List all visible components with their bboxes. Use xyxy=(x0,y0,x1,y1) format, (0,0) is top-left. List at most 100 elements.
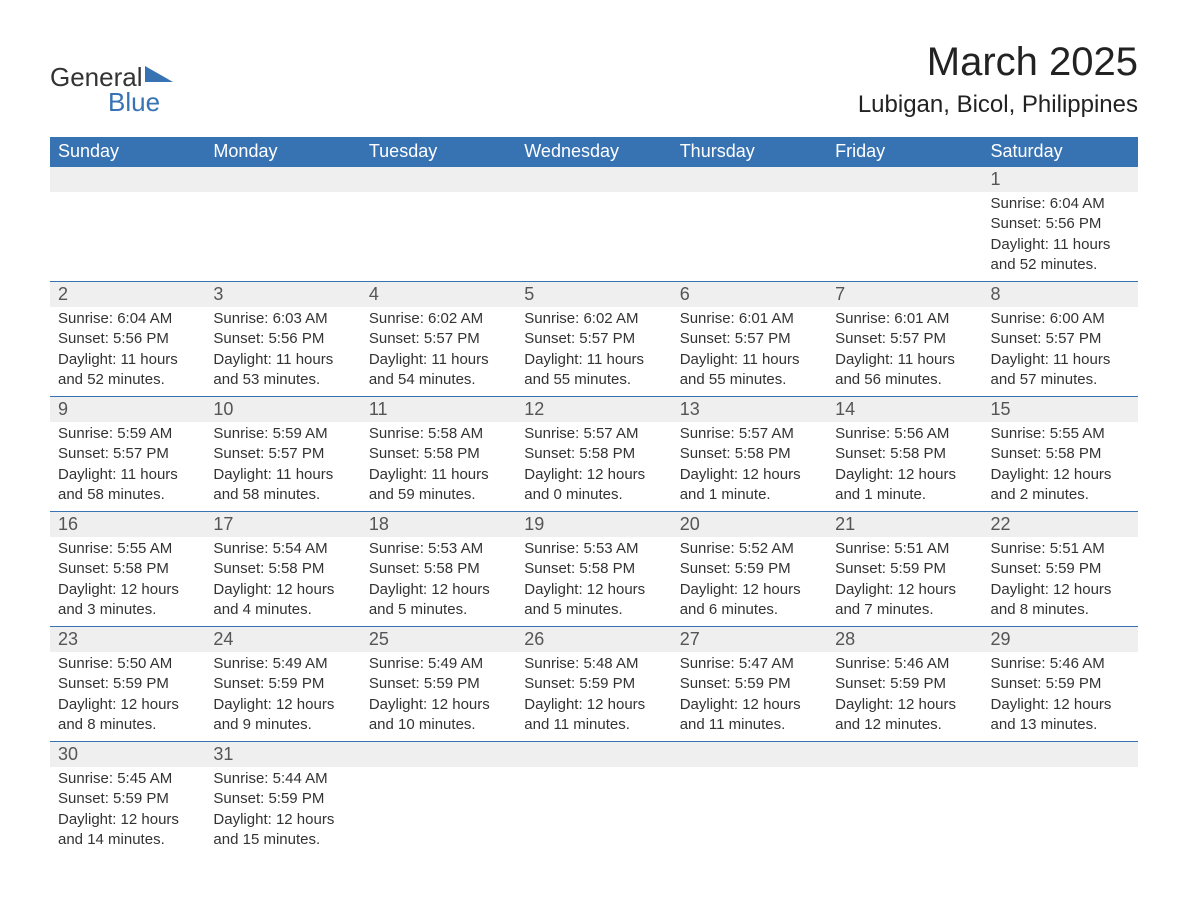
day-number-cell: 23 xyxy=(50,627,205,653)
day-detail-cell: Sunrise: 5:51 AMSunset: 5:59 PMDaylight:… xyxy=(983,537,1138,627)
day-detail-cell: Sunrise: 6:01 AMSunset: 5:57 PMDaylight:… xyxy=(827,307,982,397)
sunset-text: Sunset: 5:57 PM xyxy=(991,329,1130,349)
day-detail-cell: Sunrise: 5:50 AMSunset: 5:59 PMDaylight:… xyxy=(50,652,205,742)
day-number-cell: 2 xyxy=(50,282,205,308)
daylight-text: Daylight: 12 hours and 11 minutes. xyxy=(680,695,819,736)
sunset-text: Sunset: 5:58 PM xyxy=(524,444,663,464)
weekday-header-row: Sunday Monday Tuesday Wednesday Thursday… xyxy=(50,137,1138,167)
day-number: 12 xyxy=(524,399,544,419)
day-detail-cell xyxy=(827,767,982,860)
day-detail-cell: Sunrise: 6:02 AMSunset: 5:57 PMDaylight:… xyxy=(361,307,516,397)
sunrise-text: Sunrise: 5:52 AM xyxy=(680,539,819,559)
day-number-cell xyxy=(361,167,516,193)
sunrise-text: Sunrise: 5:49 AM xyxy=(213,654,352,674)
day-detail-cell xyxy=(827,192,982,282)
daylight-text: Daylight: 12 hours and 13 minutes. xyxy=(991,695,1130,736)
day-detail-cell: Sunrise: 5:48 AMSunset: 5:59 PMDaylight:… xyxy=(516,652,671,742)
day-detail-cell: Sunrise: 6:00 AMSunset: 5:57 PMDaylight:… xyxy=(983,307,1138,397)
day-number-cell: 14 xyxy=(827,397,982,423)
day-number: 29 xyxy=(991,629,1011,649)
day-number: 17 xyxy=(213,514,233,534)
sunrise-text: Sunrise: 5:45 AM xyxy=(58,769,197,789)
day-number: 13 xyxy=(680,399,700,419)
day-detail-cell: Sunrise: 5:59 AMSunset: 5:57 PMDaylight:… xyxy=(205,422,360,512)
detail-row: Sunrise: 5:55 AMSunset: 5:58 PMDaylight:… xyxy=(50,537,1138,627)
sunrise-text: Sunrise: 5:50 AM xyxy=(58,654,197,674)
day-number-cell: 17 xyxy=(205,512,360,538)
day-number: 31 xyxy=(213,744,233,764)
day-detail-cell xyxy=(516,767,671,860)
day-number-cell: 21 xyxy=(827,512,982,538)
daylight-text: Daylight: 12 hours and 8 minutes. xyxy=(991,580,1130,621)
day-detail-cell: Sunrise: 5:51 AMSunset: 5:59 PMDaylight:… xyxy=(827,537,982,627)
day-number: 10 xyxy=(213,399,233,419)
day-number-cell xyxy=(672,742,827,768)
sunset-text: Sunset: 5:57 PM xyxy=(680,329,819,349)
sunrise-text: Sunrise: 5:58 AM xyxy=(369,424,508,444)
daylight-text: Daylight: 11 hours and 58 minutes. xyxy=(213,465,352,506)
sunset-text: Sunset: 5:59 PM xyxy=(680,559,819,579)
sunset-text: Sunset: 5:57 PM xyxy=(369,329,508,349)
day-number: 19 xyxy=(524,514,544,534)
day-number: 24 xyxy=(213,629,233,649)
sunset-text: Sunset: 5:57 PM xyxy=(835,329,974,349)
day-number: 26 xyxy=(524,629,544,649)
day-detail-cell xyxy=(205,192,360,282)
day-detail-cell: Sunrise: 6:03 AMSunset: 5:56 PMDaylight:… xyxy=(205,307,360,397)
sunrise-text: Sunrise: 5:49 AM xyxy=(369,654,508,674)
daylight-text: Daylight: 11 hours and 52 minutes. xyxy=(58,350,197,391)
sunrise-text: Sunrise: 5:57 AM xyxy=(524,424,663,444)
daylight-text: Daylight: 12 hours and 11 minutes. xyxy=(524,695,663,736)
daylight-text: Daylight: 12 hours and 5 minutes. xyxy=(524,580,663,621)
sunrise-text: Sunrise: 5:46 AM xyxy=(835,654,974,674)
day-detail-cell: Sunrise: 5:46 AMSunset: 5:59 PMDaylight:… xyxy=(827,652,982,742)
day-number: 6 xyxy=(680,284,690,304)
day-number: 5 xyxy=(524,284,534,304)
day-number-cell: 4 xyxy=(361,282,516,308)
sunrise-text: Sunrise: 5:48 AM xyxy=(524,654,663,674)
sunrise-text: Sunrise: 5:59 AM xyxy=(213,424,352,444)
sunset-text: Sunset: 5:58 PM xyxy=(991,444,1130,464)
month-title: March 2025 xyxy=(858,40,1138,85)
sunset-text: Sunset: 5:59 PM xyxy=(991,559,1130,579)
day-number-cell: 16 xyxy=(50,512,205,538)
sunset-text: Sunset: 5:59 PM xyxy=(213,789,352,809)
day-detail-cell: Sunrise: 6:02 AMSunset: 5:57 PMDaylight:… xyxy=(516,307,671,397)
daylight-text: Daylight: 12 hours and 2 minutes. xyxy=(991,465,1130,506)
daynum-row: 9101112131415 xyxy=(50,397,1138,423)
day-detail-cell: Sunrise: 5:46 AMSunset: 5:59 PMDaylight:… xyxy=(983,652,1138,742)
daylight-text: Daylight: 11 hours and 53 minutes. xyxy=(213,350,352,391)
day-number: 22 xyxy=(991,514,1011,534)
daylight-text: Daylight: 12 hours and 8 minutes. xyxy=(58,695,197,736)
sunrise-text: Sunrise: 5:53 AM xyxy=(369,539,508,559)
day-number: 14 xyxy=(835,399,855,419)
day-number-cell: 31 xyxy=(205,742,360,768)
sunset-text: Sunset: 5:57 PM xyxy=(213,444,352,464)
weekday-header: Monday xyxy=(205,137,360,167)
daylight-text: Daylight: 12 hours and 10 minutes. xyxy=(369,695,508,736)
day-detail-cell: Sunrise: 5:47 AMSunset: 5:59 PMDaylight:… xyxy=(672,652,827,742)
day-detail-cell: Sunrise: 5:44 AMSunset: 5:59 PMDaylight:… xyxy=(205,767,360,860)
daynum-row: 16171819202122 xyxy=(50,512,1138,538)
day-number: 8 xyxy=(991,284,1001,304)
day-number-cell: 8 xyxy=(983,282,1138,308)
sunrise-text: Sunrise: 5:51 AM xyxy=(835,539,974,559)
day-number-cell: 24 xyxy=(205,627,360,653)
sunrise-text: Sunrise: 6:03 AM xyxy=(213,309,352,329)
sunset-text: Sunset: 5:58 PM xyxy=(680,444,819,464)
day-number-cell: 10 xyxy=(205,397,360,423)
day-number-cell: 12 xyxy=(516,397,671,423)
daylight-text: Daylight: 11 hours and 55 minutes. xyxy=(524,350,663,391)
day-number-cell: 27 xyxy=(672,627,827,653)
sunrise-text: Sunrise: 6:04 AM xyxy=(58,309,197,329)
sunrise-text: Sunrise: 5:55 AM xyxy=(991,424,1130,444)
calendar-table: Sunday Monday Tuesday Wednesday Thursday… xyxy=(50,137,1138,860)
day-number-cell: 13 xyxy=(672,397,827,423)
day-detail-cell: Sunrise: 6:04 AMSunset: 5:56 PMDaylight:… xyxy=(50,307,205,397)
location: Lubigan, Bicol, Philippines xyxy=(858,91,1138,119)
day-number: 3 xyxy=(213,284,223,304)
day-detail-cell: Sunrise: 5:49 AMSunset: 5:59 PMDaylight:… xyxy=(361,652,516,742)
sunset-text: Sunset: 5:59 PM xyxy=(835,674,974,694)
sunset-text: Sunset: 5:56 PM xyxy=(213,329,352,349)
day-number-cell: 22 xyxy=(983,512,1138,538)
